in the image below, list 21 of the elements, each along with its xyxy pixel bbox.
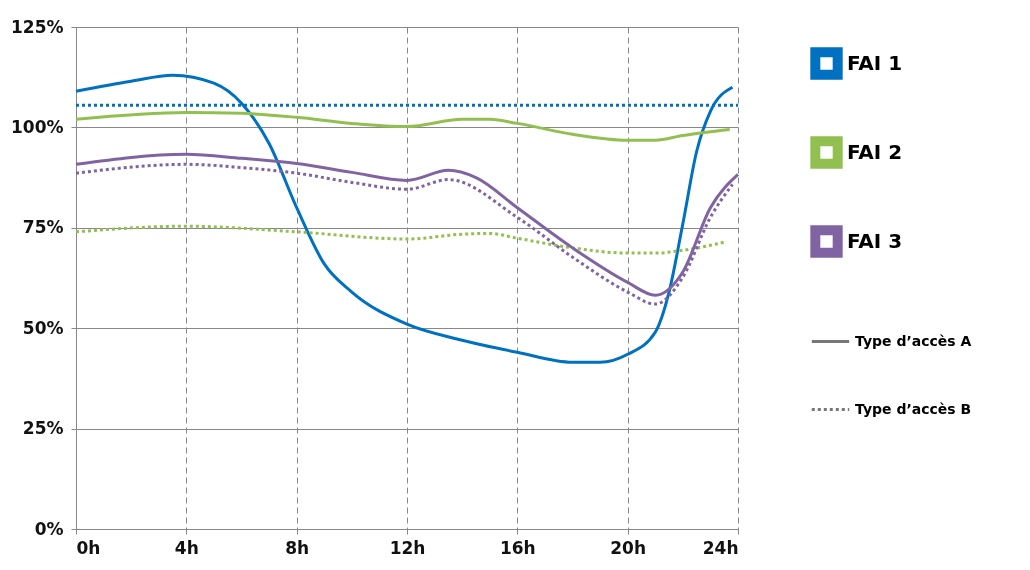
- text: Type d’accès A: [855, 332, 972, 349]
- legend-label: FAI 1: [847, 50, 903, 75]
- line-series: [74, 224, 726, 255]
- x-tick-label: 0h: [76, 537, 101, 558]
- legend-label: FAI 2: [847, 139, 903, 164]
- x-tick-label: 8h: [285, 537, 310, 558]
- x-tick-label: 24h: [702, 537, 739, 558]
- y-tick-label: 100%: [10, 116, 64, 137]
- y-tick-label: 25%: [22, 418, 64, 439]
- y-tick-label: 50%: [22, 317, 64, 338]
- y-tick-label: 125%: [10, 16, 64, 37]
- text: Type d’accès B: [855, 400, 972, 417]
- x-tick-label: 4h: [174, 537, 199, 558]
- x-tick-label: 12h: [389, 537, 426, 558]
- x-tick-label: 16h: [499, 537, 536, 558]
- y-tick-label: 75%: [22, 217, 64, 238]
- legend-label: FAI 3: [847, 228, 903, 253]
- line-series: [74, 111, 732, 142]
- line-series: [74, 73, 734, 364]
- y-tick-label: 0%: [34, 518, 64, 539]
- x-tick-label: 20h: [610, 537, 647, 558]
